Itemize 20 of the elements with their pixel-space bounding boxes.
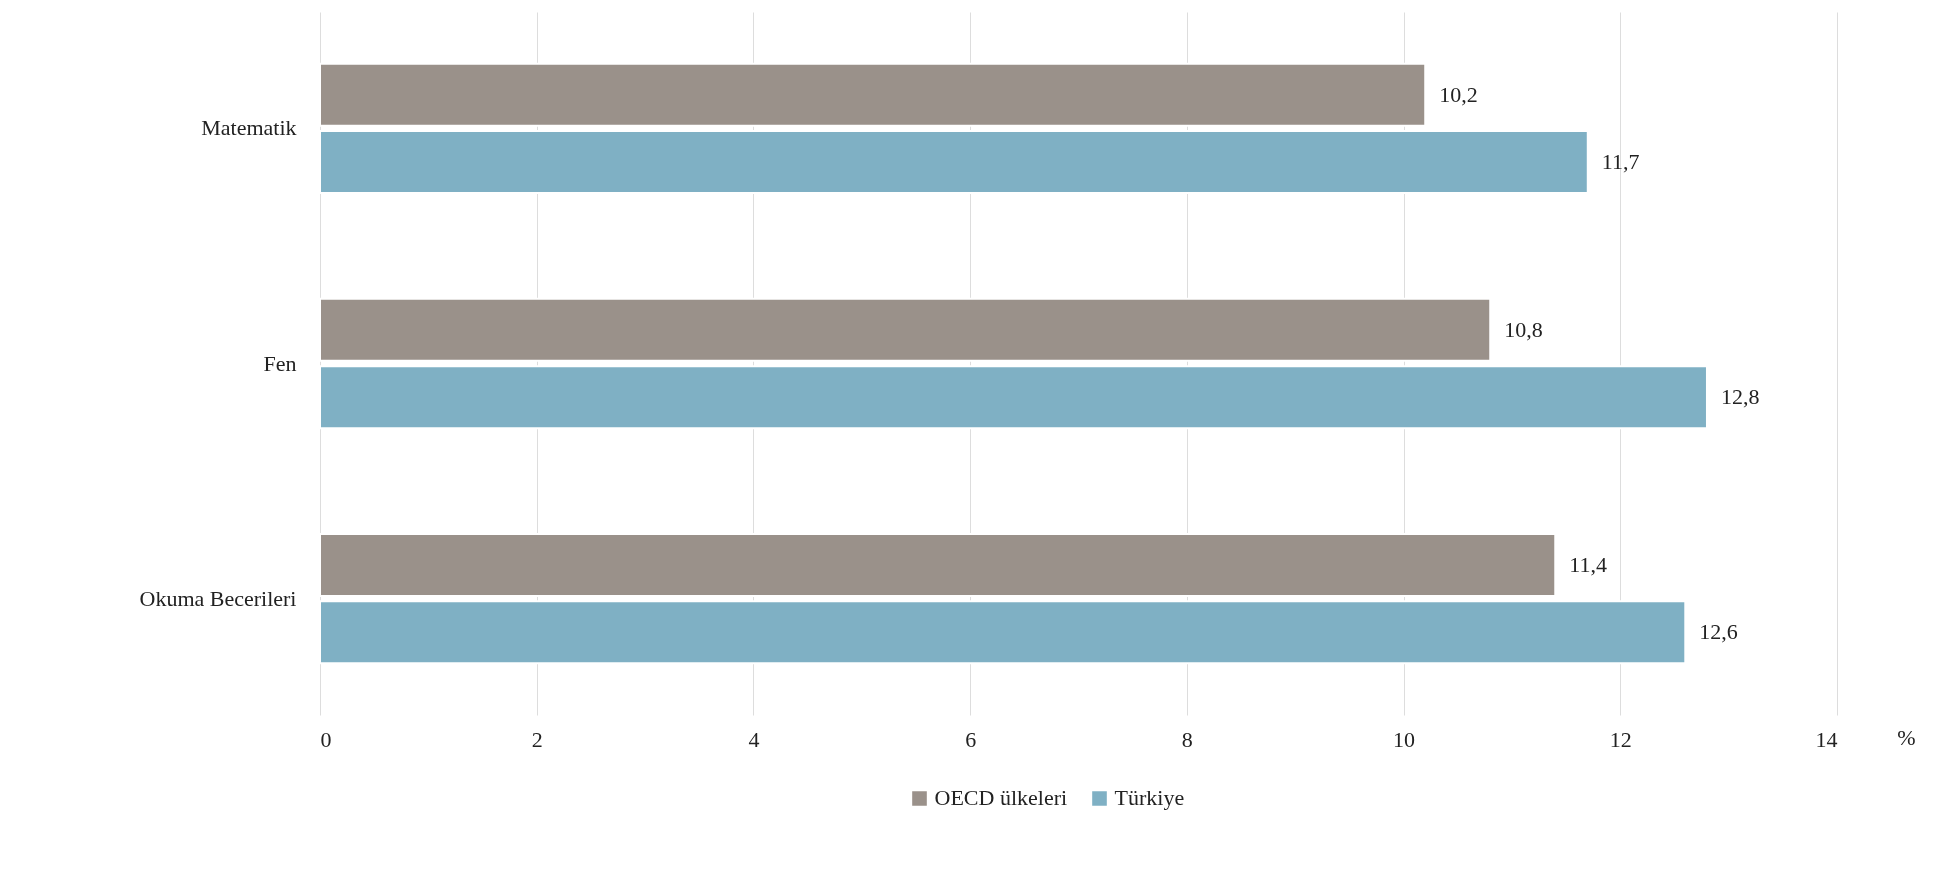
data-label: 12,8	[1720, 384, 1760, 410]
data-label: 11,4	[1569, 551, 1607, 577]
data-label: 10,8	[1504, 316, 1543, 342]
x-tick-label: 0	[320, 726, 332, 752]
x-tick-label: 6	[965, 726, 977, 752]
x-tick-label: 2	[531, 726, 543, 752]
x-axis-title: %	[1897, 724, 1916, 750]
x-tick-label: 14	[1815, 726, 1838, 752]
legend-label: OECD ülkeleri	[934, 785, 1068, 811]
data-label: 11,7	[1601, 149, 1640, 175]
x-tick-label: 4	[748, 726, 760, 752]
x-tick-label: 10	[1393, 726, 1416, 752]
x-tick-label: 12	[1609, 726, 1632, 752]
data-label: 10,2	[1439, 81, 1478, 107]
y-tick-label: Okuma Becerileri	[139, 585, 297, 611]
x-tick-label: 8	[1181, 726, 1193, 752]
data-label: 12,6	[1699, 619, 1738, 645]
legend-label: Türkiye	[1114, 785, 1185, 811]
y-tick-label: Matematik	[201, 115, 297, 141]
y-tick-label: Fen	[263, 350, 297, 376]
